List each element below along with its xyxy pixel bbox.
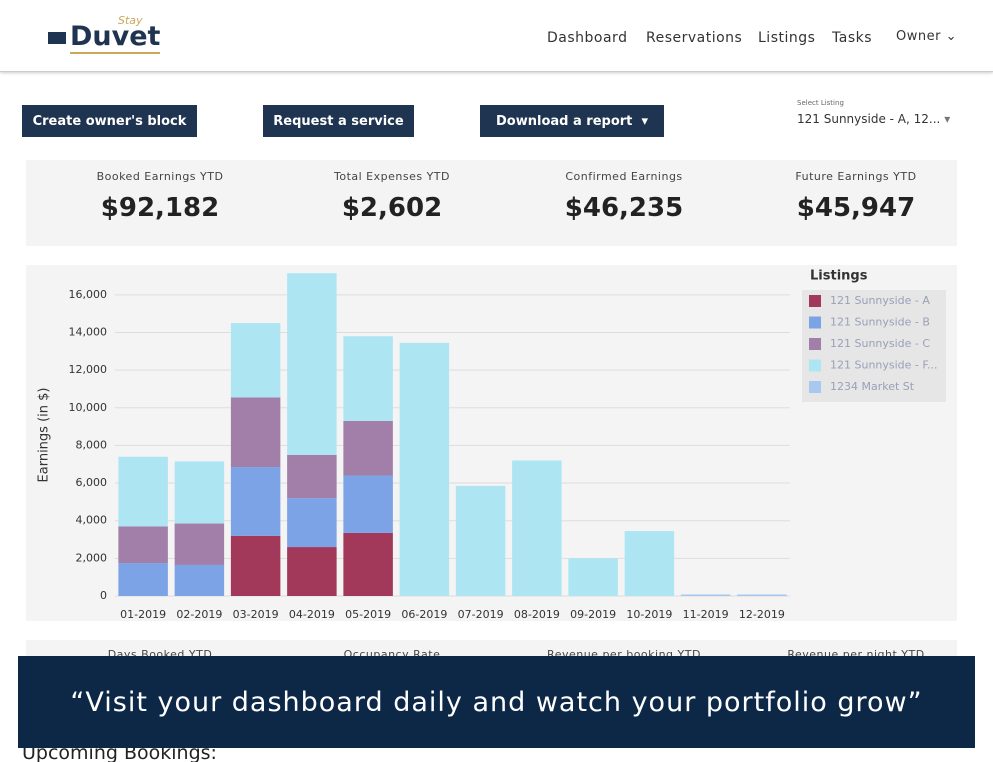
button[interactable]: Download a report ▾ [480, 105, 664, 137]
nav-link[interactable]: Dashboard [547, 30, 628, 46]
select-label: Select Listing [797, 99, 844, 107]
logo[interactable]: Duvet [70, 21, 161, 54]
bar-segment [287, 273, 337, 455]
bar-segment [624, 531, 675, 596]
bar-segment [287, 547, 337, 596]
bar-segment [230, 397, 281, 468]
bar-segment [343, 532, 393, 596]
nav-link[interactable]: Tasks [832, 30, 873, 46]
stat-label: Total Expenses YTD [333, 170, 450, 183]
legend-swatch [809, 295, 821, 307]
bar-segment [512, 460, 562, 596]
legend-title: Listings [810, 269, 868, 284]
y-tick-label: 14,000 [69, 325, 108, 338]
legend-swatch [809, 338, 821, 350]
bar-segment [455, 485, 506, 596]
legend-label: 121 Sunnyside - C [830, 337, 930, 350]
bar-segment [399, 342, 450, 596]
x-tick-label: 02-2019 [176, 608, 222, 621]
x-tick-label: 07-2019 [458, 608, 504, 621]
bar-segment [174, 461, 225, 524]
stat-label: Booked Earnings YTD [96, 170, 224, 183]
button-text: Download a report [496, 113, 633, 129]
bar-segment [118, 563, 168, 596]
header [0, 0, 993, 72]
x-tick-label: 12-2019 [739, 608, 785, 621]
y-tick-label: 6,000 [76, 476, 108, 489]
legend-swatch [809, 359, 821, 372]
x-tick-label: 01-2019 [120, 608, 166, 621]
banner: “Visit your dashboard daily and watch yo… [18, 656, 975, 748]
y-tick-label: 8,000 [76, 438, 108, 451]
select[interactable]: 121 Sunnyside - A, 12... ▾ [797, 112, 951, 126]
logo-icon [48, 32, 66, 44]
y-tick-label: 2,000 [76, 551, 108, 564]
y-tick-label: 0 [100, 589, 107, 602]
legend-swatch [809, 381, 821, 393]
stat-value: $45,947 [796, 193, 916, 223]
x-tick-label: 04-2019 [289, 608, 335, 621]
button[interactable]: Create owner's block [22, 105, 197, 137]
legend-label: 121 Sunnyside - F... [830, 359, 937, 372]
bar-segment [174, 564, 225, 596]
logo-small: Stay [118, 14, 143, 27]
bar-segment [174, 523, 225, 565]
y-tick-label: 4,000 [76, 514, 108, 527]
bar-segment [230, 535, 281, 596]
select-value: 121 Sunnyside - A, 12... [797, 112, 941, 126]
stats-panel [26, 160, 957, 246]
legend-label: 1234 Market St [830, 380, 915, 393]
legend-label: 121 Sunnyside - A [830, 294, 930, 307]
bar-segment [287, 498, 337, 548]
y-tick-label: 10,000 [69, 401, 108, 414]
y-tick-label: 12,000 [69, 363, 108, 376]
x-tick-label: 08-2019 [514, 608, 560, 621]
button[interactable]: Request a service [263, 105, 414, 137]
x-tick-label: 06-2019 [401, 608, 447, 621]
x-tick-label: 05-2019 [345, 608, 391, 621]
stat-label: Confirmed Earnings [565, 170, 683, 183]
y-axis-label: Earnings (in $) [37, 388, 52, 483]
bar-segment [680, 594, 731, 596]
nav-link[interactable]: Reservations [646, 30, 743, 46]
owner-text: Owner [896, 29, 941, 44]
nav-owner[interactable]: Owner ⌄ [896, 29, 957, 44]
legend-box [802, 290, 946, 402]
legend-label: 121 Sunnyside - B [830, 316, 930, 329]
x-tick-label: 10-2019 [626, 608, 672, 621]
bar-segment [118, 526, 168, 564]
bar-segment [118, 456, 168, 527]
nav-link[interactable]: Listings [758, 30, 816, 46]
bar-segment [343, 475, 393, 533]
stat-label: Future Earnings YTD [795, 170, 917, 183]
bar-segment [568, 558, 618, 596]
legend-swatch [809, 316, 821, 329]
bar-segment [737, 594, 787, 596]
stat-value: $46,235 [564, 193, 684, 223]
bar-segment [287, 454, 337, 499]
bar-segment [343, 336, 393, 421]
x-tick-label: 03-2019 [233, 608, 279, 621]
x-tick-label: 11-2019 [683, 608, 729, 621]
stat-value: $2,602 [341, 193, 443, 223]
stat-value: $92,182 [100, 193, 220, 223]
bar-segment [230, 467, 281, 536]
x-tick-label: 09-2019 [570, 608, 616, 621]
bar-segment [343, 420, 393, 476]
bar-segment [230, 323, 281, 398]
y-tick-label: 16,000 [69, 288, 108, 301]
